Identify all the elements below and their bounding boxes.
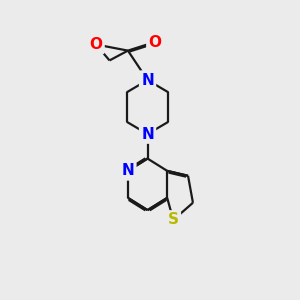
Text: N: N (141, 127, 154, 142)
Text: S: S (168, 212, 179, 227)
Text: O: O (89, 37, 103, 52)
Text: N: N (122, 164, 134, 178)
Text: O: O (148, 34, 161, 50)
Text: N: N (141, 73, 154, 88)
